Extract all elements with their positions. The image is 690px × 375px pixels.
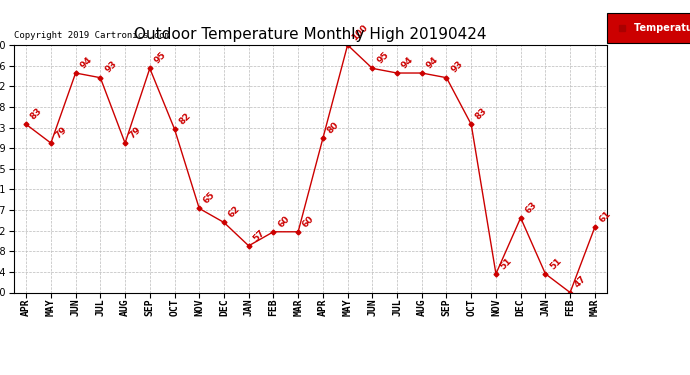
Text: 80: 80 [326, 120, 341, 136]
Text: 65: 65 [202, 190, 217, 206]
Text: Copyright 2019 Cartronics.com: Copyright 2019 Cartronics.com [14, 31, 170, 40]
Text: 82: 82 [177, 111, 193, 126]
Text: 79: 79 [54, 125, 69, 140]
Text: 94: 94 [424, 55, 440, 70]
Text: 83: 83 [474, 106, 489, 122]
Text: Temperature (°F): Temperature (°F) [634, 22, 690, 33]
Text: 79: 79 [128, 125, 144, 140]
Text: 95: 95 [152, 50, 168, 66]
Text: 93: 93 [103, 60, 119, 75]
Text: 94: 94 [79, 55, 94, 70]
Text: 51: 51 [499, 256, 514, 271]
Text: 94: 94 [400, 55, 415, 70]
Text: 60: 60 [301, 214, 316, 229]
Text: 93: 93 [449, 60, 464, 75]
Text: 95: 95 [375, 50, 391, 66]
Title: Outdoor Temperature Monthly High 20190424: Outdoor Temperature Monthly High 2019042… [135, 27, 486, 42]
Text: 100: 100 [351, 23, 370, 42]
Text: 57: 57 [251, 228, 267, 243]
Text: 61: 61 [598, 209, 613, 224]
Text: 60: 60 [276, 214, 291, 229]
Text: 63: 63 [524, 200, 539, 215]
FancyBboxPatch shape [607, 13, 690, 42]
Text: 47: 47 [573, 274, 589, 290]
Text: 83: 83 [29, 106, 44, 122]
Text: 51: 51 [548, 256, 563, 271]
Text: 62: 62 [227, 204, 242, 220]
